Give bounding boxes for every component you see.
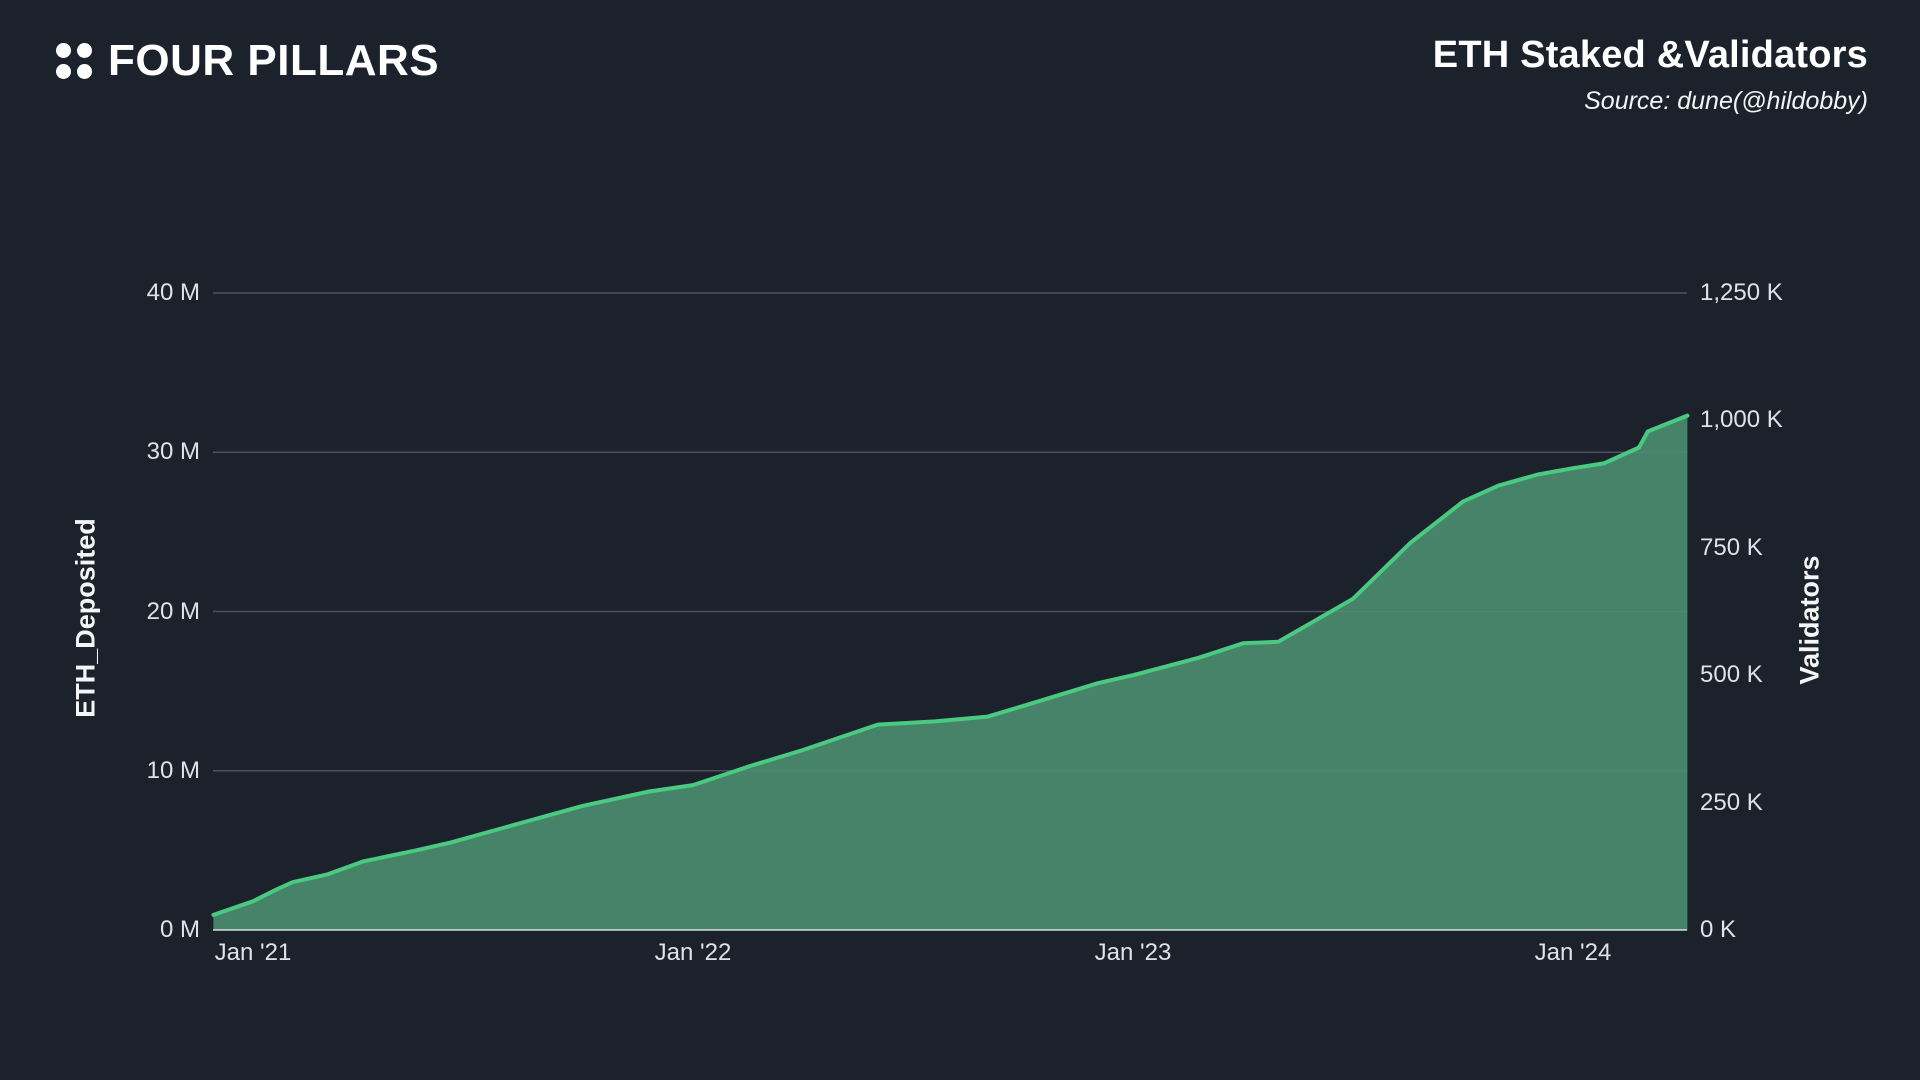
x-axis-tick-label: Jan '24 [1534, 939, 1612, 966]
left-axis-tick-label: 40 M [146, 279, 200, 306]
right-axis-title: Validators [1794, 555, 1825, 685]
four-pillars-logo-icon [56, 43, 92, 79]
right-axis-tick-label: 1,000 K [1700, 406, 1783, 434]
x-axis-tick-label: Jan '23 [1094, 939, 1172, 966]
left-axis-title: ETH_Deposited [70, 518, 101, 718]
x-axis-tick-label: Jan '21 [214, 939, 292, 966]
area-fill [213, 415, 1688, 931]
left-axis-tick-label: 20 M [146, 597, 200, 625]
right-axis-tick-label: 1,250 K [1700, 279, 1783, 306]
logo-dot [56, 64, 71, 79]
chart-title: ETH Staked &Validators [1432, 34, 1868, 76]
x-axis-tick-label: Jan '22 [654, 939, 732, 966]
right-axis-tick-label: 0 K [1700, 916, 1737, 943]
left-axis-tick-label: 10 M [146, 756, 200, 784]
left-axis-tick-label: 0 M [159, 916, 200, 943]
logo-dot [56, 43, 71, 58]
left-axis-tick-label: 30 M [146, 438, 200, 466]
logo-text: FOUR PILLARS [108, 36, 440, 85]
title-block: ETH Staked &Validators Source: dune(@hil… [1433, 34, 1868, 116]
logo-dot [77, 64, 92, 79]
logo-dot [77, 43, 92, 58]
chart-source: Source: dune(@hildobby) [1584, 87, 1868, 115]
right-axis-tick-label: 750 K [1700, 533, 1763, 561]
area-line [211, 413, 1690, 917]
right-axis-tick-label: 500 K [1700, 661, 1763, 689]
logo: FOUR PILLARS [56, 36, 439, 86]
right-axis-tick-label: 250 K [1700, 788, 1763, 816]
